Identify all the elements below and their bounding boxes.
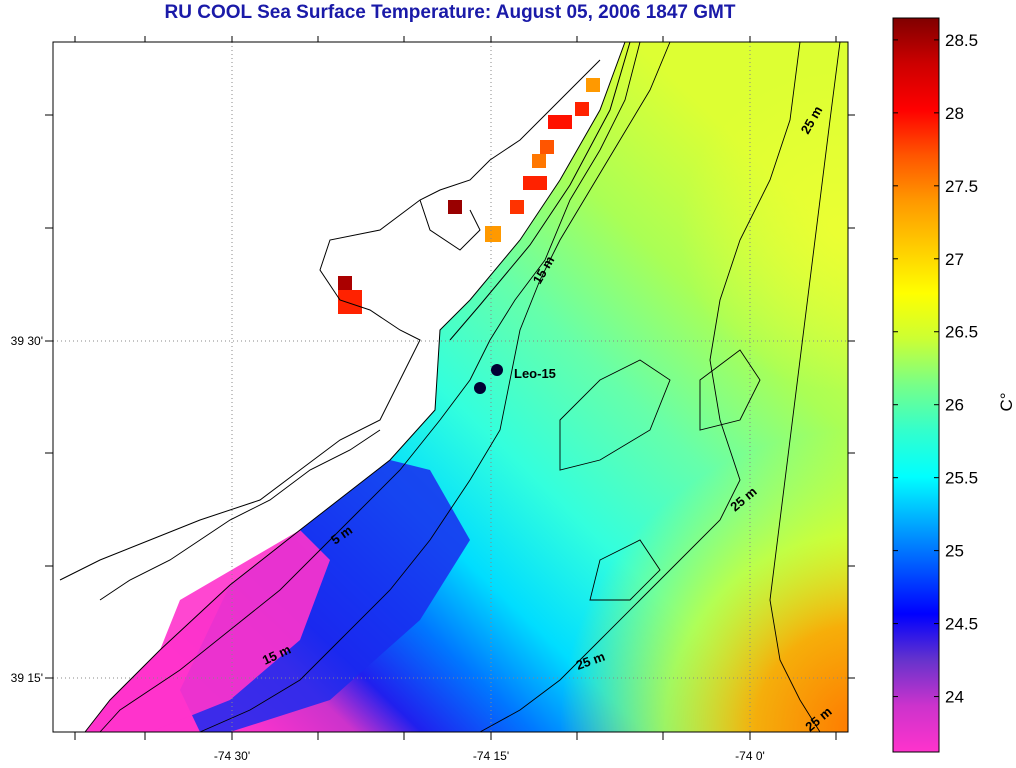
sst-field xyxy=(85,42,848,732)
graticule xyxy=(53,42,848,732)
colorbar-tick-label: 24 xyxy=(945,688,964,707)
colorbar-tick-label: 25 xyxy=(945,542,964,561)
map-title: RU COOL Sea Surface Temperature: August … xyxy=(164,2,736,23)
station-marker[interactable] xyxy=(474,382,486,394)
station-label: Leo-15 xyxy=(514,366,556,381)
colorbar-ticks: 28.5 28 27.5 27 26.5 26 25.5 25 24.5 24 xyxy=(893,31,978,707)
axis-ticks xyxy=(45,36,855,740)
y-tick-label: 39 15' xyxy=(11,671,43,685)
y-tick-label: 39 30' xyxy=(11,334,43,348)
x-tick-label: -74 0' xyxy=(735,749,765,763)
x-tick-label: -74 15' xyxy=(473,749,509,763)
colorbar-tick-label: 28 xyxy=(945,104,964,123)
x-tick-label: -74 30' xyxy=(214,749,250,763)
colorbar-tick-label: 28.5 xyxy=(945,31,978,50)
plot-frame xyxy=(52,41,849,733)
colorbar-tick-label: 24.5 xyxy=(945,615,978,634)
colorbar-tick-label: 25.5 xyxy=(945,469,978,488)
colorbar-unit-label: C° xyxy=(997,392,1016,411)
isobaths xyxy=(99,41,841,733)
coastline xyxy=(59,41,631,733)
colorbar-tick-label: 26.5 xyxy=(945,323,978,342)
station-marker[interactable] xyxy=(491,364,503,376)
colorbar-scale xyxy=(892,17,940,753)
colorbar-tick-label: 26 xyxy=(945,396,964,415)
colorbar-tick-label: 27 xyxy=(945,250,964,269)
leo-15-stations[interactable]: Leo-15 xyxy=(474,364,556,394)
colorbar-tick-label: 27.5 xyxy=(945,177,978,196)
